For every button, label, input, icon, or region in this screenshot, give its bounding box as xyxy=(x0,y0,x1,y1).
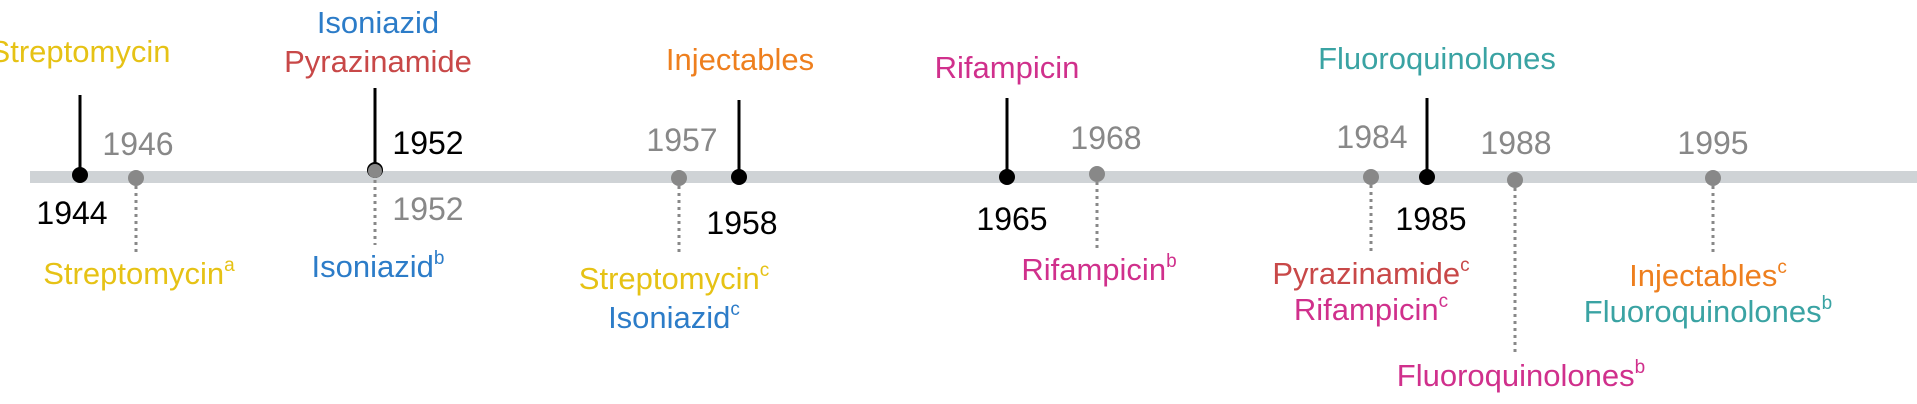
resistance-year-label: 1988 xyxy=(1480,125,1552,161)
resistance-drug-name: Pyrazinamide xyxy=(1272,256,1461,291)
resistance-drug-label: Fluoroquinolonesb xyxy=(1583,293,1833,329)
resistance-marker-dot-1995 xyxy=(1705,170,1721,186)
resistance-drug-label: Streptomycina xyxy=(43,255,235,291)
resistance-year-label: 1995 xyxy=(1677,125,1749,161)
resistance-drug-name: Injectables xyxy=(1629,258,1778,293)
resistance-year-label: 1952 xyxy=(392,191,464,227)
intro-drug-label: Isoniazid xyxy=(316,5,440,40)
intro-year-label: 1965 xyxy=(976,201,1048,237)
resistance-marker-dot-1957 xyxy=(671,170,687,186)
resistance-footnote-mark: c xyxy=(730,299,740,320)
resistance-drug-name: Fluoroquinolones xyxy=(1583,294,1822,329)
intro-drug-label: Streptomycin xyxy=(0,34,171,69)
resistance-footnote-mark: b xyxy=(1821,293,1833,314)
intro-marker-dot-1965 xyxy=(999,169,1015,185)
intro-year-label: 1985 xyxy=(1395,201,1467,237)
resistance-drug-name: Isoniazid xyxy=(608,300,731,335)
resistance-drug-label: Isoniazidc xyxy=(608,299,740,335)
resistance-footnote-mark: c xyxy=(1438,291,1449,312)
resistance-marker-dot-1952 xyxy=(368,164,382,178)
resistance-drug-label: Rifampicinc xyxy=(1293,291,1449,327)
intro-year-label: 1952 xyxy=(392,125,464,161)
intro-marker-dot-1985 xyxy=(1419,169,1435,185)
resistance-drug-name: Rifampicin xyxy=(1021,252,1167,287)
resistance-footnote-mark: a xyxy=(224,255,235,276)
intro-drug-label: Fluoroquinolones xyxy=(1318,41,1556,76)
resistance-marker-dot-1946 xyxy=(128,170,144,186)
resistance-marker-dot-1988 xyxy=(1507,172,1523,188)
resistance-drug-label: Pyrazinamidec xyxy=(1272,255,1470,291)
intro-year-label: 1944 xyxy=(36,195,108,231)
resistance-year-label: 1957 xyxy=(646,122,718,158)
resistance-footnote-mark: c xyxy=(759,260,770,281)
resistance-drug-label: Fluoroquinolonesb xyxy=(1396,357,1646,393)
intro-drug-label: Rifampicin xyxy=(934,50,1080,85)
resistance-drug-label: Isoniazidb xyxy=(311,248,445,284)
resistance-footnote-mark: b xyxy=(433,248,445,269)
resistance-marker-dot-1968 xyxy=(1089,166,1105,182)
resistance-drug-name: Rifampicin xyxy=(1293,292,1439,327)
resistance-drug-name: Isoniazid xyxy=(311,249,434,284)
resistance-drug-name: Streptomycin xyxy=(43,256,225,291)
resistance-year-label: 1946 xyxy=(102,126,174,162)
resistance-drug-label: Streptomycinc xyxy=(578,260,770,296)
resistance-drug-label: Injectablesc xyxy=(1629,257,1787,293)
resistance-drug-name: Streptomycin xyxy=(578,261,760,296)
resistance-marker-dot-1984 xyxy=(1363,169,1379,185)
intro-year-label: 1958 xyxy=(706,205,778,241)
intro-drug-label: Injectables xyxy=(665,42,815,77)
resistance-footnote-mark: c xyxy=(1777,257,1787,278)
resistance-drug-label: Rifampicinb xyxy=(1021,251,1177,287)
resistance-year-label: 1968 xyxy=(1070,120,1142,156)
resistance-footnote-mark: b xyxy=(1166,251,1177,272)
resistance-footnote-mark: b xyxy=(1634,357,1646,378)
intro-marker-dot-1944 xyxy=(72,167,88,183)
intro-marker-dot-1958 xyxy=(731,169,747,185)
intro-drug-label: Pyrazinamide xyxy=(284,44,472,79)
resistance-drug-name: Fluoroquinolones xyxy=(1396,358,1635,393)
resistance-year-label: 1984 xyxy=(1336,119,1408,155)
resistance-footnote-mark: c xyxy=(1460,255,1470,276)
